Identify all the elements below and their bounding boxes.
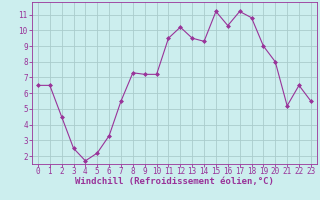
X-axis label: Windchill (Refroidissement éolien,°C): Windchill (Refroidissement éolien,°C) xyxy=(75,177,274,186)
